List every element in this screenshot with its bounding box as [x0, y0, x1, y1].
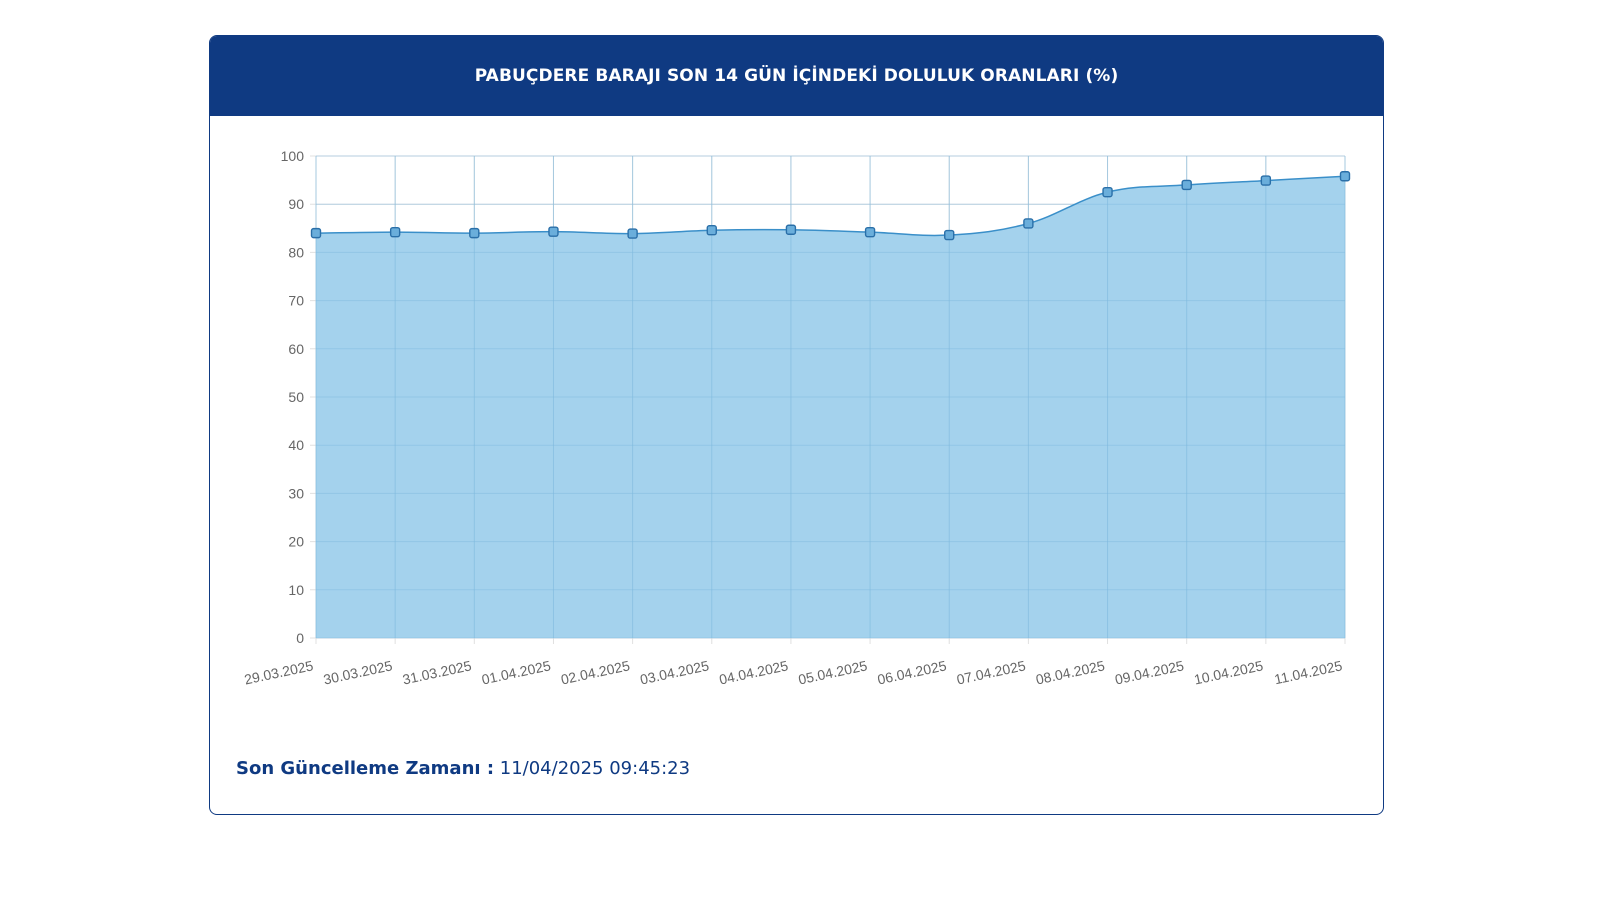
data-point[interactable] [310, 227, 322, 239]
series-line [315, 175, 1346, 237]
x-tick-label: 03.04.2025 [639, 657, 711, 687]
x-tick-label: 30.03.2025 [322, 657, 394, 687]
chart-card: PABUÇDERE BARAJI SON 14 GÜN İÇİNDEKİ DOL… [209, 35, 1384, 815]
x-tick-label: 09.04.2025 [1113, 657, 1185, 687]
chart-title: PABUÇDERE BARAJI SON 14 GÜN İÇİNDEKİ DOL… [474, 66, 1119, 86]
y-tick-label: 100 [281, 148, 305, 164]
data-point[interactable] [785, 224, 797, 235]
x-tick-label: 06.04.2025 [876, 657, 948, 687]
x-tick-label: 05.04.2025 [797, 657, 869, 687]
chart-points [310, 171, 1351, 241]
data-point[interactable] [469, 227, 480, 239]
x-tick-label: 04.04.2025 [718, 657, 790, 687]
data-point[interactable] [1339, 171, 1351, 182]
data-point[interactable] [389, 226, 401, 238]
data-point[interactable] [1260, 175, 1272, 186]
y-tick-label: 90 [288, 196, 304, 212]
x-tick-label: 31.03.2025 [401, 657, 473, 687]
data-point[interactable] [706, 225, 717, 236]
y-tick-label: 60 [288, 341, 304, 357]
y-axis-ticks: 0 10 20 30 40 50 60 70 80 90 100 [281, 148, 305, 646]
y-tick-label: 0 [296, 630, 304, 646]
y-tick-label: 10 [288, 582, 304, 598]
x-axis-ticks: 29.03.2025 30.03.2025 31.03.2025 01.04.2025… [243, 657, 1344, 687]
y-tick-label: 80 [288, 244, 304, 260]
y-tick-label: 50 [288, 389, 304, 405]
series-area [316, 176, 1345, 638]
data-point[interactable] [627, 228, 638, 239]
data-point[interactable] [1023, 218, 1034, 229]
data-point[interactable] [1181, 179, 1192, 191]
x-tick-label: 02.04.2025 [559, 657, 631, 687]
y-tick-label: 40 [288, 437, 304, 453]
data-point[interactable] [1102, 186, 1113, 198]
data-point[interactable] [944, 229, 955, 241]
y-tick-label: 70 [288, 293, 304, 309]
x-tick-label: 10.04.2025 [1193, 657, 1265, 687]
last-update-label: Son Güncelleme Zamanı : [236, 758, 495, 779]
fill-rate-chart: 0 10 20 30 40 50 60 70 80 90 100 29.03.2025 30.03.2… [243, 148, 1351, 688]
y-tick-label: 30 [288, 485, 304, 501]
x-tick-label: 08.04.2025 [1034, 657, 1106, 687]
x-tick-label: 01.04.2025 [480, 657, 552, 687]
x-tick-label: 07.04.2025 [955, 657, 1027, 687]
last-update-value: 11/04/2025 09:45:23 [499, 758, 691, 779]
data-point[interactable] [864, 226, 876, 238]
card-header: PABUÇDERE BARAJI SON 14 GÜN İÇİNDEKİ DOL… [210, 36, 1383, 116]
data-point[interactable] [548, 226, 559, 237]
chart-area-layer [315, 155, 1346, 639]
last-update: Son Güncelleme Zamanı : 11/04/2025 09:45… [236, 758, 690, 779]
y-tick-label: 20 [288, 534, 304, 550]
x-tick-label: 29.03.2025 [243, 657, 315, 687]
x-tick-label: 11.04.2025 [1273, 657, 1344, 687]
